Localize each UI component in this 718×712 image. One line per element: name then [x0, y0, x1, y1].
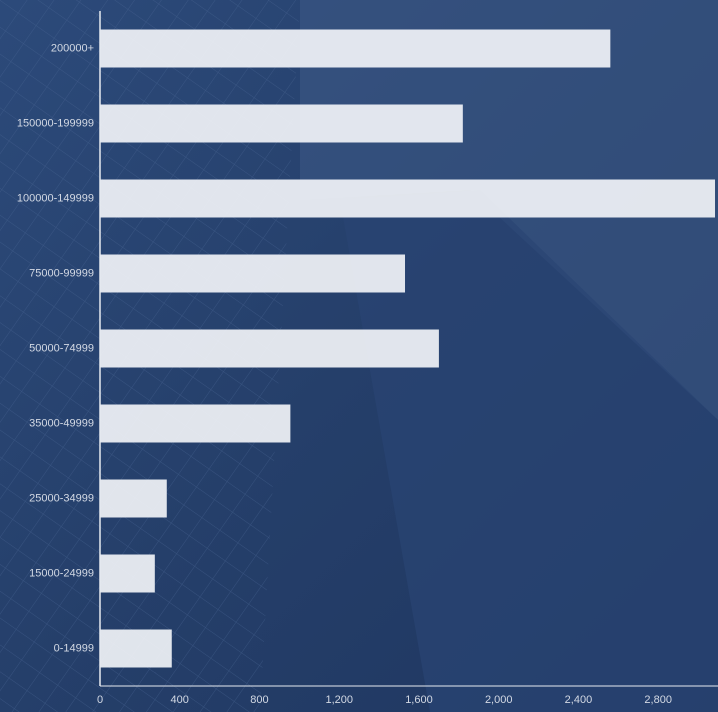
x-tick-label: 1,200: [325, 694, 353, 706]
x-tick-label: 0: [97, 694, 103, 706]
bar: [100, 554, 155, 593]
bar: [100, 29, 611, 68]
x-tick-label: 2,400: [565, 694, 593, 706]
y-tick-label: 50000-74999: [29, 342, 94, 354]
y-tick-label: 15000-24999: [29, 567, 94, 579]
bar: [100, 329, 439, 368]
y-tick-label: 200000+: [51, 42, 94, 54]
x-tick-label: 1,600: [405, 694, 433, 706]
y-tick-label: 75000-99999: [29, 267, 94, 279]
bar: [100, 179, 716, 218]
x-tick-label: 2,000: [485, 694, 513, 706]
y-tick-label: 35000-49999: [29, 417, 94, 429]
y-tick-label: 25000-34999: [29, 492, 94, 504]
y-tick-label: 150000-199999: [17, 117, 94, 129]
bar: [100, 254, 406, 293]
y-tick-label: 0-14999: [54, 642, 94, 654]
y-tick-label: 100000-149999: [17, 192, 94, 204]
background-tower: [340, 190, 718, 712]
x-tick-label: 400: [171, 694, 189, 706]
x-tick-label: 800: [250, 694, 268, 706]
bar: [100, 479, 167, 518]
bar: [100, 629, 172, 668]
bar: [100, 404, 291, 443]
plot-area: 0 400 800 1,200 1,600 2,000 2,400 2,800 200000+ 1…: [17, 11, 718, 706]
bar: [100, 104, 463, 143]
x-tick-label: 2,800: [644, 694, 672, 706]
